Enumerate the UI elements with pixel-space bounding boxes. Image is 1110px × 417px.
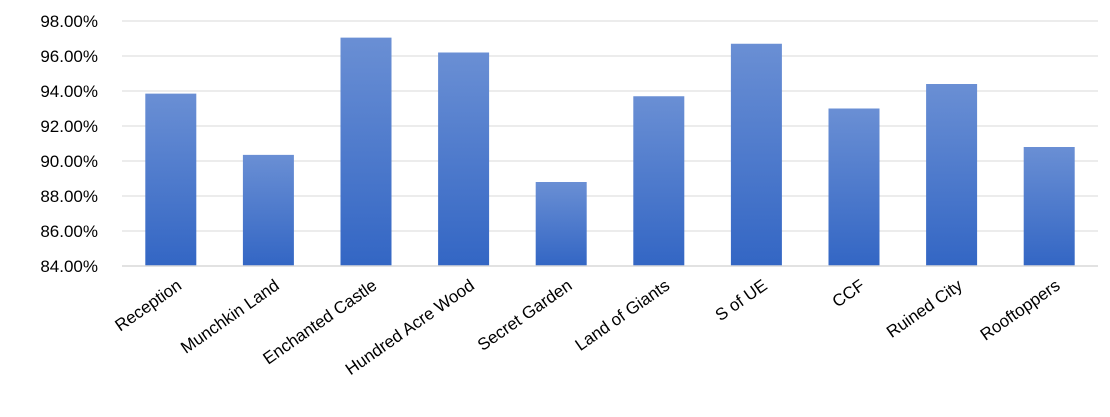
x-category-label: Ruined City xyxy=(883,275,966,341)
y-axis-tick-labels: 84.00% 86.00% 88.00% 90.00% 92.00% 94.00% 96.0… xyxy=(40,12,98,276)
bar xyxy=(633,96,685,266)
x-category-label: Rooftoppers xyxy=(977,276,1064,345)
bar xyxy=(730,43,782,266)
y-tick-label: 94.00% xyxy=(40,82,98,101)
y-tick-label: 86.00% xyxy=(40,222,98,241)
bar xyxy=(145,93,197,266)
x-category-label: Secret Garden xyxy=(474,276,575,355)
y-tick-label: 88.00% xyxy=(40,187,98,206)
y-tick-label: 96.00% xyxy=(40,47,98,66)
x-category-label: Munchkin Land xyxy=(177,276,282,358)
bar xyxy=(242,154,294,266)
x-category-label: S of UE xyxy=(712,276,771,325)
bar xyxy=(1023,147,1075,266)
x-category-label: Reception xyxy=(111,276,185,335)
bar xyxy=(340,37,392,266)
bar xyxy=(535,182,587,266)
x-category-label: CCF xyxy=(829,276,869,312)
y-tick-label: 90.00% xyxy=(40,152,98,171)
bars xyxy=(145,37,1075,266)
x-category-label: Land of Giants xyxy=(572,276,673,355)
y-tick-label: 92.00% xyxy=(40,117,98,136)
y-tick-label: 84.00% xyxy=(40,257,98,276)
bar xyxy=(438,52,490,266)
y-tick-label: 98.00% xyxy=(40,12,98,31)
bar xyxy=(926,84,978,266)
bar xyxy=(828,108,880,266)
